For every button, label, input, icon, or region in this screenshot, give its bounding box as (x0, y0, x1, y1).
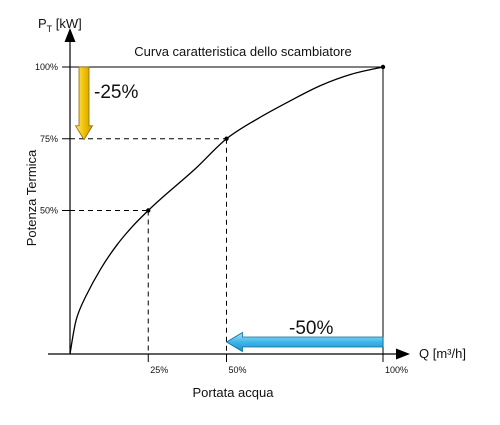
guide-lines (70, 66, 384, 354)
marked-point-2 (380, 64, 386, 70)
x-tick-label-1: 50% (229, 365, 247, 375)
tick-labels: 50% 75% 100% 25% 50% 100% (35, 62, 408, 375)
x-tick-label-2: 100% (385, 365, 408, 375)
marked-point-1 (224, 136, 229, 141)
x-axis-unit: Q [m³/h] (419, 346, 466, 361)
chart-title: Curva caratteristica dello scambiatore (134, 44, 351, 59)
yellow-arrow-down (74, 66, 94, 141)
x-axis-label: Portata acqua (193, 385, 275, 400)
annotation-minus-25-label: -25% (94, 82, 138, 103)
marked-point-0 (146, 208, 151, 213)
y-axis-unit: PT [kW] (38, 16, 82, 34)
y-tick-label-2: 100% (35, 62, 58, 72)
y-axis-label: Potenza Termica (24, 149, 39, 246)
annotation-minus-50: -50% (225, 318, 384, 353)
y-axis-arrow (64, 28, 76, 42)
axes (48, 28, 410, 360)
marked-points (146, 64, 386, 213)
annotation-minus-25: -25% (74, 66, 138, 141)
x-axis-arrow (396, 348, 410, 360)
blue-arrow-left (225, 331, 384, 353)
characteristic-curve (69, 66, 384, 355)
x-tick-label-0: 25% (150, 365, 168, 375)
annotation-minus-50-label: -50% (289, 318, 333, 339)
curve-layer (69, 66, 384, 355)
y-tick-label-1: 75% (40, 134, 58, 144)
y-tick-label-0: 50% (40, 206, 58, 216)
